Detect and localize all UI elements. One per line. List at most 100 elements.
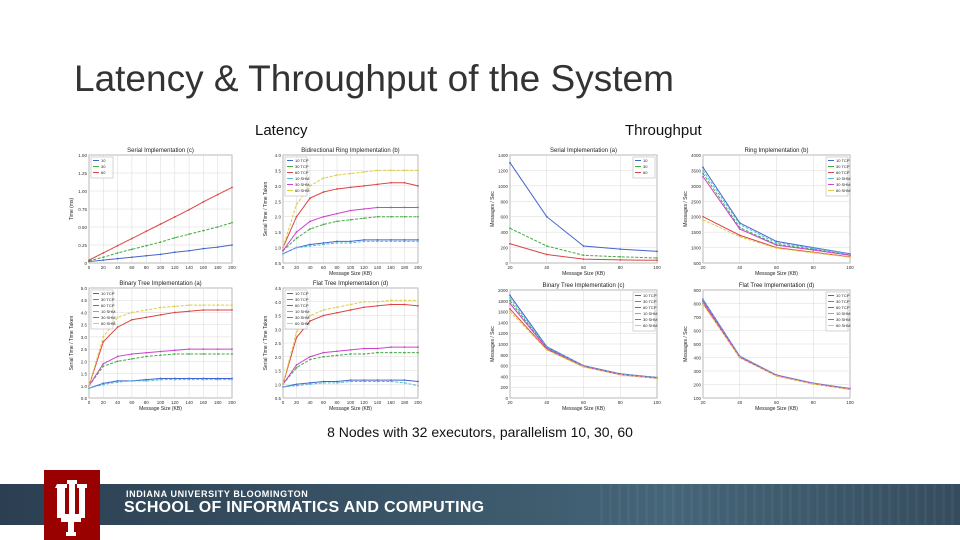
data-point xyxy=(363,238,365,241)
x-tick-label: 120 xyxy=(360,400,368,405)
data-point xyxy=(295,246,298,249)
data-point xyxy=(159,378,162,381)
data-point xyxy=(116,316,119,319)
data-point xyxy=(376,380,379,383)
data-point xyxy=(295,231,298,234)
legend-label: 30 SHM xyxy=(836,317,850,322)
y-tick-label: 0.5 xyxy=(275,261,282,266)
y-tick-label: 3.0 xyxy=(275,327,282,332)
data-point xyxy=(403,240,406,243)
y-tick-label: 200 xyxy=(693,383,701,388)
data-point xyxy=(309,314,311,317)
data-point xyxy=(295,366,298,369)
legend-label: 10 xyxy=(643,158,648,163)
data-point xyxy=(202,304,205,307)
y-tick-label: 4.5 xyxy=(275,286,282,291)
chart-3: 0 200 400 600 800 1000 1200 1400 20 40 60 80 100 Seri… xyxy=(490,148,661,277)
data-point xyxy=(116,326,119,329)
data-point xyxy=(231,304,233,307)
legend-label: 60 SHM xyxy=(101,321,115,326)
data-point xyxy=(102,362,105,365)
legend-label: 60 xyxy=(101,170,106,175)
x-axis-label: Message Size (KB) xyxy=(329,406,372,412)
data-point xyxy=(390,181,392,184)
data-point xyxy=(322,191,325,193)
data-point xyxy=(231,244,233,246)
legend-label: 60 TCP xyxy=(295,170,309,175)
x-tick-label: 180 xyxy=(401,265,409,270)
legend-label: 10 TCP xyxy=(643,293,657,298)
chart-6: 0.5 1.0 1.5 2.0 2.5 3.0 3.5 4.0 4.5 0 20 40 60 80 100 1… xyxy=(263,281,422,412)
data-point xyxy=(390,379,392,382)
data-point xyxy=(216,309,219,311)
y-tick-label: 0 xyxy=(505,261,508,266)
data-point xyxy=(349,218,352,221)
x-axis-label: Message Size (KB) xyxy=(562,271,605,277)
data-point xyxy=(582,366,585,368)
data-point xyxy=(173,236,176,239)
data-point xyxy=(202,247,205,250)
y-axis-label: Messages / Sec xyxy=(490,191,496,227)
data-point xyxy=(309,197,311,200)
y-tick-label: 1.5 xyxy=(275,369,282,374)
x-tick-label: 60 xyxy=(321,265,327,270)
data-point xyxy=(738,356,741,359)
data-point xyxy=(417,380,419,383)
data-point xyxy=(775,244,778,247)
data-point xyxy=(417,299,419,302)
data-point xyxy=(363,171,365,173)
data-point xyxy=(363,300,365,303)
legend-label: 30 xyxy=(643,164,648,169)
x-axis-label: Message Size (KB) xyxy=(755,271,798,277)
y-tick-label: 0 xyxy=(84,261,87,266)
x-tick-label: 80 xyxy=(334,265,340,270)
data-point xyxy=(145,244,148,247)
x-tick-label: 100 xyxy=(653,400,661,405)
data-point xyxy=(295,203,298,206)
data-point xyxy=(145,309,148,311)
data-point xyxy=(390,238,392,241)
data-point xyxy=(349,379,352,382)
latency-label: Latency xyxy=(255,122,308,139)
chart-title: Ring Implementation (b) xyxy=(744,148,808,154)
x-tick-label: 100 xyxy=(846,265,854,270)
data-point xyxy=(159,350,162,353)
data-point xyxy=(403,299,406,302)
data-point xyxy=(202,353,205,355)
data-point xyxy=(403,206,406,209)
y-tick-label: 400 xyxy=(500,374,508,379)
data-point xyxy=(376,379,379,382)
x-tick-label: 80 xyxy=(811,265,817,270)
data-point xyxy=(202,378,205,381)
y-tick-label: 1.0 xyxy=(275,382,282,387)
y-tick-label: 1.00 xyxy=(78,189,87,194)
data-point xyxy=(116,381,119,384)
slide-title: Latency & Throughput of the System xyxy=(74,58,674,99)
data-point xyxy=(231,221,233,224)
data-point xyxy=(282,246,284,249)
data-point xyxy=(545,245,548,247)
y-tick-label: 2000 xyxy=(691,215,702,220)
data-point xyxy=(336,240,338,243)
data-point xyxy=(417,346,419,349)
data-point xyxy=(403,303,406,306)
data-point xyxy=(417,351,419,354)
data-point xyxy=(349,348,352,351)
data-point xyxy=(619,259,622,261)
legend-label: 30 TCP xyxy=(295,297,309,302)
data-point xyxy=(202,348,205,351)
data-point xyxy=(390,351,392,354)
y-axis-label: Messages / Sec xyxy=(683,191,689,227)
chart-4: 500 1000 1500 2000 2500 3000 3500 4000 20 40 60 80 1… xyxy=(683,148,854,277)
data-point xyxy=(295,336,298,339)
legend-label: 30 SHM xyxy=(643,317,657,322)
data-point xyxy=(582,254,585,257)
data-point xyxy=(812,249,815,251)
series-line xyxy=(282,216,418,252)
data-point xyxy=(390,303,392,306)
data-point xyxy=(582,258,585,261)
legend-label: 30 TCP xyxy=(836,164,850,169)
x-tick-label: 40 xyxy=(307,400,313,405)
y-tick-label: 600 xyxy=(500,215,508,220)
data-point xyxy=(188,353,191,355)
